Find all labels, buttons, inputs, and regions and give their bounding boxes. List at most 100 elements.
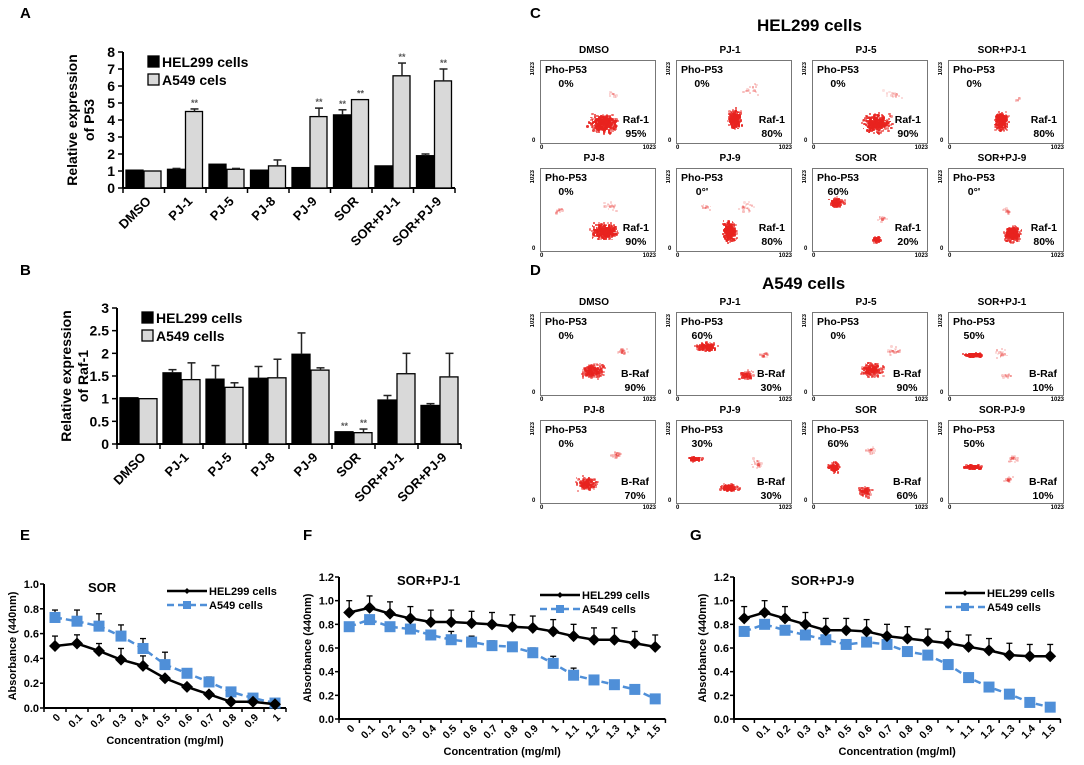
flow-event-dot (737, 127, 739, 130)
flow-event-dot (603, 201, 606, 205)
data-point-a549 (861, 636, 873, 648)
flow-event-dot (608, 116, 611, 119)
flow-event-dot (608, 93, 611, 95)
x-axis-min-label: 0 (676, 397, 680, 403)
flow-event-dot (862, 127, 865, 130)
flow-event-dot (596, 377, 599, 381)
x-axis-label: Concentration (mg/ml) (106, 735, 224, 747)
y-tick-label: 0.5 (90, 413, 110, 429)
flow-event-dot (749, 209, 751, 212)
flow-plot-area: Pho-P53 0% B-Raf 90% (540, 312, 656, 396)
y-tick-label: 1.2 (319, 572, 334, 584)
flow-event-dot (697, 348, 701, 352)
data-point-hel299 (649, 640, 662, 653)
data-point-hel299 (404, 612, 417, 625)
flow-event-dot (748, 201, 750, 204)
flow-event-dot (1009, 229, 1013, 232)
flow-event-dot (729, 117, 732, 120)
flow-event-dot (612, 93, 615, 95)
y-axis-max-label: 1023 (666, 314, 672, 328)
flow-event-dot (1016, 228, 1019, 231)
flow-event-dot (744, 90, 748, 93)
percentage: 50% (963, 330, 985, 342)
flow-event-dot (594, 119, 597, 122)
data-point-a549 (384, 621, 396, 633)
data-point-hel299 (1044, 650, 1057, 663)
flow-plot: PJ-1 1023 0 Pho-P53 0% Raf-1 80% 0 1023 (666, 45, 794, 151)
flow-event-dot (728, 116, 730, 119)
y-tick-label: 3 (107, 129, 115, 145)
marker-name: Pho-P53 (545, 424, 588, 436)
flow-event-dot (585, 369, 589, 372)
flow-event-dot (1008, 114, 1011, 117)
flow-event-dot (878, 238, 881, 241)
flow-event-dot (735, 121, 739, 125)
x-tick-label: 0.2 (88, 712, 107, 731)
panel-label-d: D (530, 262, 541, 279)
panel-label-a: A (20, 5, 31, 22)
flow-event-dot (592, 126, 594, 129)
bar (377, 399, 397, 445)
data-point-a549 (547, 657, 559, 669)
y-tick-label: 5 (107, 95, 115, 111)
flow-event-dot (732, 120, 735, 123)
lower-quadrant-label: B-Raf 70% (621, 475, 649, 503)
flow-event-dot (598, 128, 600, 131)
x-tick-label: 0 (51, 712, 64, 725)
flow-event-dot (737, 207, 740, 210)
flow-plot-title: DMSO (579, 45, 609, 56)
x-tick-label: 0.3 (110, 712, 129, 731)
data-point-a549 (506, 641, 518, 653)
flow-event-dot (601, 226, 604, 229)
flow-event-dot (886, 126, 890, 130)
percentage: 60% (827, 186, 849, 198)
flow-event-dot (869, 113, 872, 116)
flow-plot-title: DMSO (579, 297, 609, 308)
percentage: 20% (897, 236, 919, 248)
flow-event-dot (603, 115, 605, 117)
flow-event-dot (601, 364, 604, 367)
flow-event-dot (613, 95, 616, 98)
flow-event-dot (735, 236, 738, 240)
marker-name: B-Raf (1029, 368, 1057, 380)
x-tick-label: DMSO (110, 450, 148, 488)
flow-event-dot (730, 116, 734, 119)
upper-quadrant-label: Pho-P53 50% (953, 315, 995, 343)
flow-event-dot (999, 115, 1003, 119)
lower-quadrant-label: Raf-1 90% (895, 113, 921, 141)
flow-event-dot (734, 107, 737, 110)
x-tick-label: 0.5 (441, 723, 460, 742)
chart-title: SOR (88, 580, 117, 595)
flow-event-dot (609, 94, 612, 97)
bar (309, 115, 328, 189)
bar (125, 169, 144, 189)
y-axis-label: Absorbance (440nm) (697, 593, 709, 702)
marker-name: B-Raf (893, 368, 921, 380)
data-point-a549 (840, 638, 852, 650)
flow-event-dot (735, 116, 738, 119)
data-point-a549 (343, 621, 355, 633)
flow-plot: PJ-1 1023 0 Pho-P53 60% B-Raf 30% 0 1023 (666, 297, 794, 403)
flow-event-dot (888, 353, 891, 356)
y-tick-label: 1 (107, 163, 115, 179)
marker-name: Pho-P53 (681, 316, 724, 328)
flow-event-dot (729, 119, 732, 121)
y-tick-label: 0.6 (714, 643, 729, 655)
x-tick-label: 0.3 (400, 723, 419, 742)
flow-event-dot (1007, 120, 1010, 123)
flow-event-dot (600, 114, 602, 117)
data-point-hel299 (860, 625, 873, 638)
significance-marker: ** (315, 97, 323, 107)
bar (267, 377, 287, 445)
flow-title-hel299: HEL299 cells (757, 16, 862, 35)
flow-event-dot (745, 89, 749, 92)
flow-event-dot (996, 352, 1000, 356)
flow-event-dot (727, 117, 730, 120)
flow-event-dot (590, 117, 594, 120)
flow-event-dot (735, 112, 738, 115)
flow-event-dot (868, 367, 870, 369)
chart-title: SOR+PJ-1 (397, 573, 460, 588)
flow-event-dot (860, 122, 863, 124)
panel-label-c: C (530, 5, 541, 22)
upper-quadrant-label: Pho-P53 0°' (681, 171, 723, 199)
